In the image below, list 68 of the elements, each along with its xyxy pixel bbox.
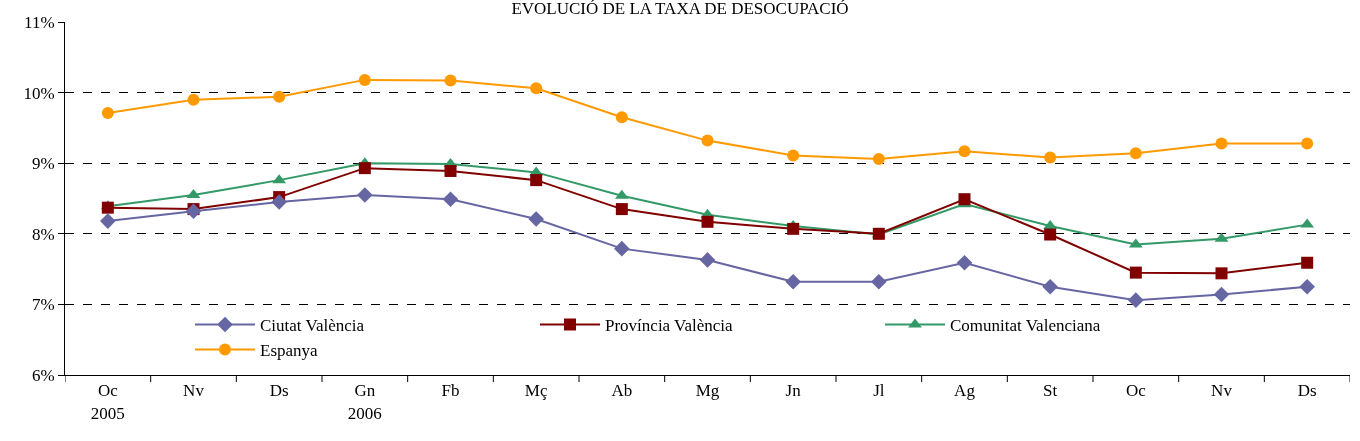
x-tick-label: Mç bbox=[524, 381, 548, 401]
point bbox=[271, 194, 287, 210]
x-tick-label: Ab bbox=[611, 381, 633, 401]
y-tick-label: 6% bbox=[31, 365, 55, 385]
x-tick-label: Nv bbox=[1211, 381, 1233, 401]
point bbox=[615, 111, 628, 124]
point bbox=[442, 191, 459, 208]
x-tick-label: Fb bbox=[441, 381, 460, 401]
x-tick-label: Gn 2006 bbox=[347, 381, 382, 423]
point bbox=[528, 211, 544, 227]
point bbox=[956, 254, 973, 271]
point bbox=[444, 74, 457, 87]
point bbox=[872, 152, 885, 165]
point bbox=[701, 134, 714, 147]
point bbox=[615, 203, 628, 216]
point bbox=[1042, 278, 1058, 295]
x-tick-label: Oc 2005 bbox=[90, 381, 125, 423]
legend-label: Província València bbox=[605, 316, 734, 336]
point bbox=[1128, 292, 1144, 308]
point bbox=[1044, 151, 1057, 164]
point bbox=[100, 213, 116, 229]
point bbox=[958, 193, 971, 206]
point bbox=[357, 187, 373, 203]
point bbox=[1301, 256, 1314, 269]
point bbox=[785, 274, 801, 290]
y-tick-label: 9% bbox=[31, 154, 55, 174]
point bbox=[1129, 147, 1142, 160]
point bbox=[530, 174, 543, 187]
point bbox=[273, 90, 286, 103]
point bbox=[358, 162, 371, 175]
x-tick-label: Ag bbox=[954, 381, 976, 401]
point bbox=[787, 222, 800, 235]
y-tick-label: 8% bbox=[31, 224, 55, 244]
y-tick-label: 11% bbox=[24, 12, 55, 32]
point bbox=[1213, 286, 1230, 303]
x-tick-label: St bbox=[1043, 381, 1058, 401]
point bbox=[101, 107, 114, 120]
x-tick-label: Ds bbox=[269, 381, 289, 401]
point bbox=[1215, 137, 1228, 150]
point bbox=[1301, 137, 1314, 150]
point bbox=[1215, 267, 1228, 280]
point bbox=[958, 145, 971, 158]
point bbox=[871, 274, 887, 290]
x-tick-label: Jn bbox=[785, 381, 802, 401]
x-tick-label: Ds bbox=[1297, 381, 1317, 401]
point bbox=[444, 164, 457, 177]
point bbox=[185, 203, 202, 220]
legend-label: Ciutat València bbox=[260, 316, 365, 336]
y-tick-label: 7% bbox=[31, 295, 55, 315]
point bbox=[530, 82, 543, 95]
point bbox=[787, 149, 800, 162]
legend-label: Espanya bbox=[260, 341, 319, 361]
point bbox=[701, 215, 714, 228]
point bbox=[358, 73, 371, 86]
point bbox=[699, 252, 716, 268]
point bbox=[1044, 228, 1057, 241]
legend-label: Comunitat Valenciana bbox=[950, 316, 1101, 336]
x-tick-label: Mg bbox=[695, 381, 720, 401]
x-tick-label: Oc bbox=[1125, 381, 1147, 401]
x-tick-label: Jl bbox=[873, 381, 885, 401]
chart-title: EVOLUCIÓ DE LA TAXA DE DESOCUPACIÓ bbox=[511, 0, 849, 19]
y-tick-label: 10% bbox=[23, 83, 55, 103]
point bbox=[1129, 266, 1142, 279]
point bbox=[101, 201, 114, 214]
point bbox=[187, 93, 200, 106]
point bbox=[614, 240, 630, 257]
point bbox=[1299, 278, 1315, 295]
x-tick-label: Nv bbox=[183, 381, 205, 401]
